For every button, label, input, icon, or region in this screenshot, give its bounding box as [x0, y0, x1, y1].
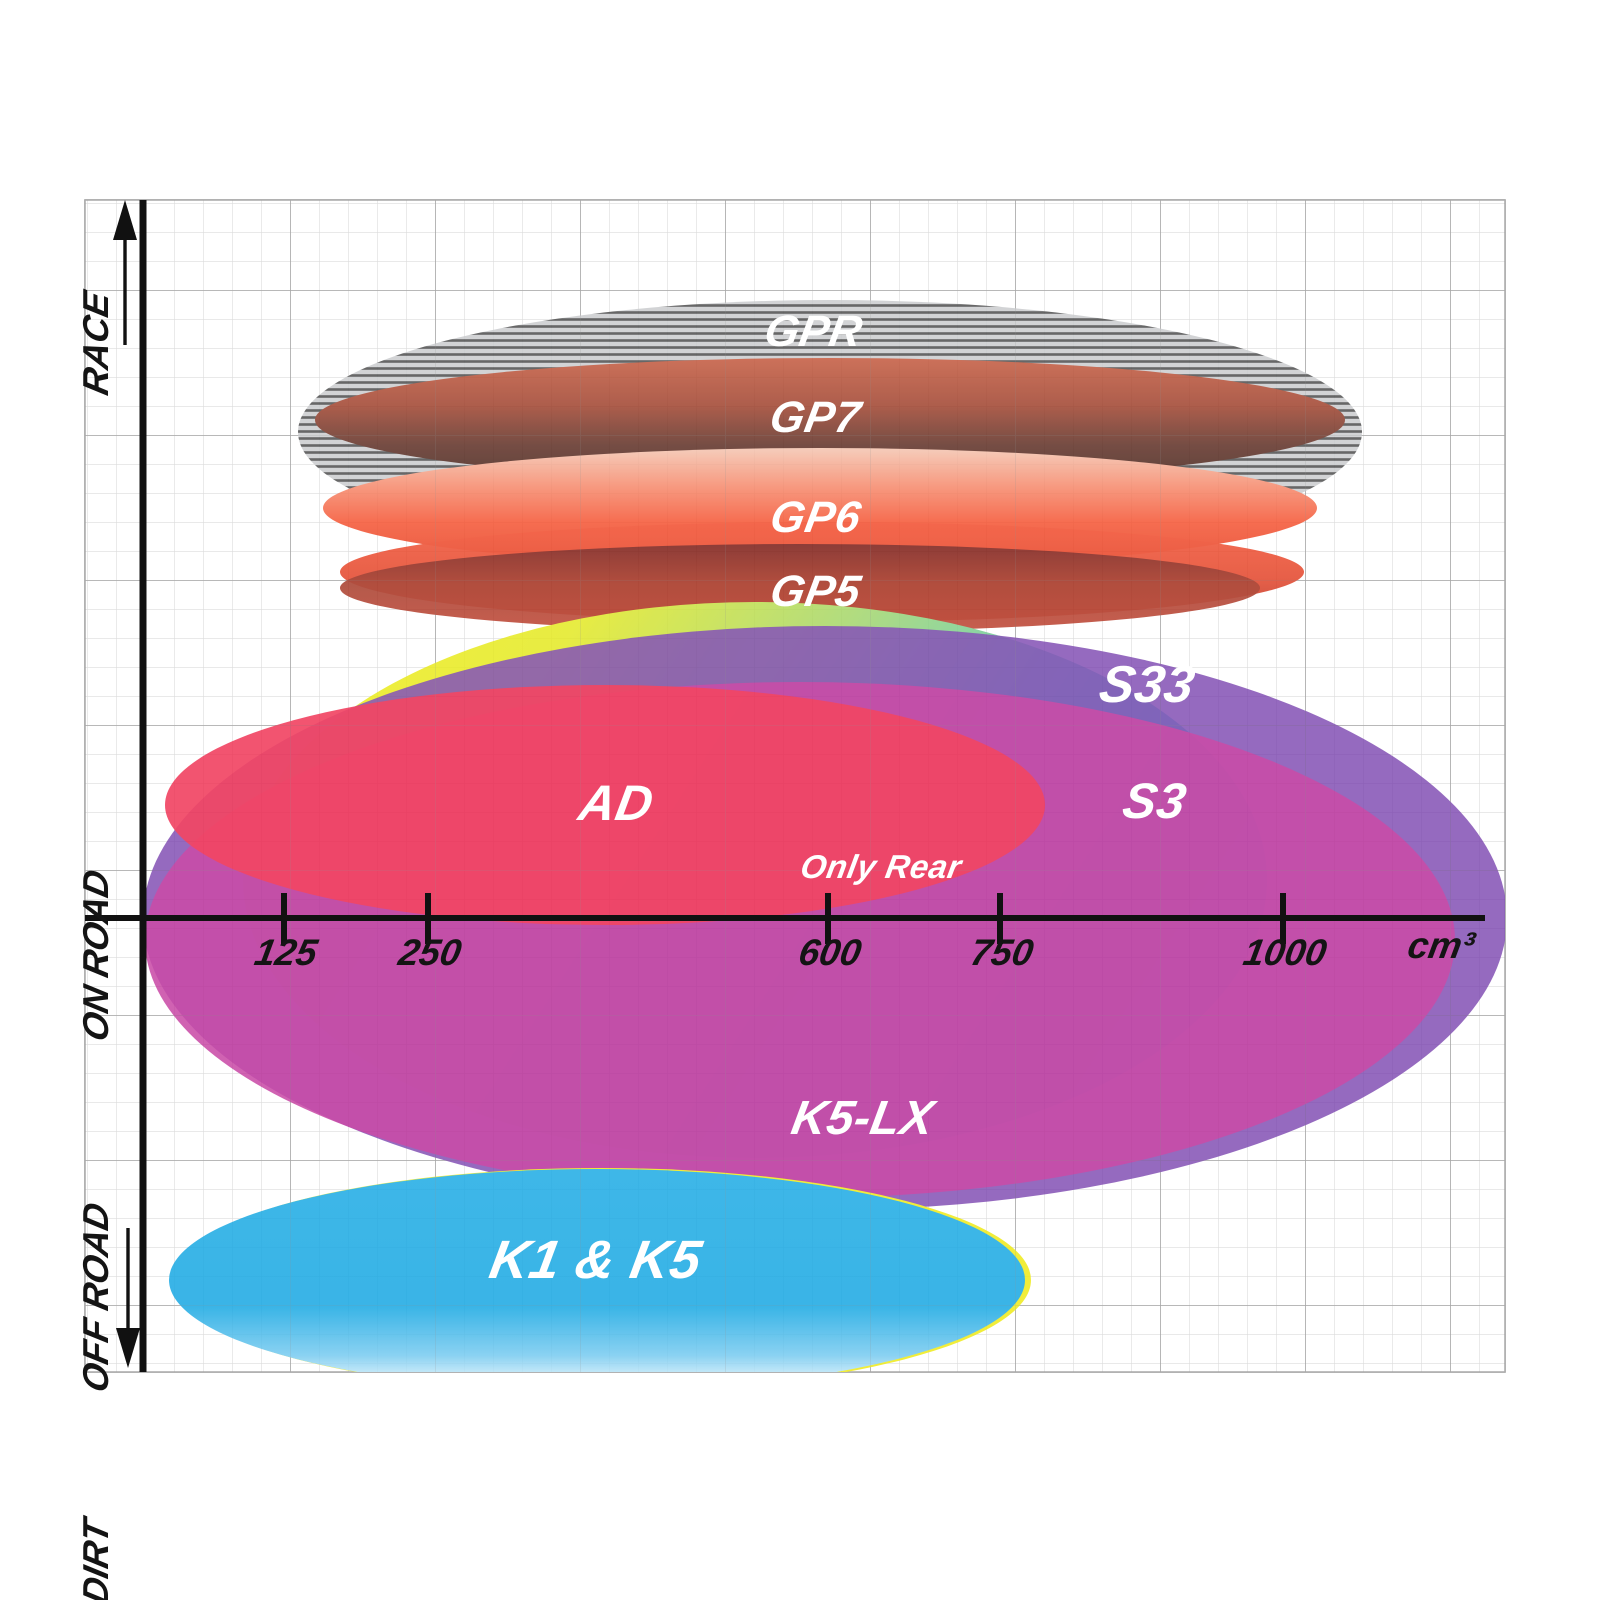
series-label-gp7: GP7 [766, 393, 866, 442]
x-axis-ticks [281, 893, 1286, 944]
x-axis-unit-label: cm³ [1405, 924, 1480, 966]
series-labels: GPR GP7 GP6 GP5 S33 S3 AD K5-LX K1 & K5 [485, 307, 1199, 1290]
y-label-dirt: DIRT [75, 1513, 116, 1600]
y-label-race: RACE [75, 286, 116, 398]
race-up-arrow [113, 200, 137, 345]
series-label-s3: S3 [1119, 772, 1191, 829]
series-label-ad: AD [573, 774, 658, 831]
series-label-k1k5: K1 & K5 [485, 1229, 706, 1290]
y-label-onroad: ON ROAD [75, 866, 116, 1045]
x-tick-label-750: 750 [968, 931, 1037, 973]
y-axis-labels: RACE ON ROAD OFF ROAD DIRT [75, 286, 116, 1600]
series-label-k5lx: K5-LX [788, 1091, 941, 1145]
series-label-gp6: GP6 [767, 493, 865, 542]
x-tick-label-250: 250 [395, 931, 465, 973]
y-label-offroad: OFF ROAD [75, 1199, 116, 1396]
annotation-only-rear: Only Rear [798, 849, 966, 886]
x-tick-label-600: 600 [796, 931, 865, 973]
dirt-down-arrow [116, 1228, 140, 1368]
x-tick-label-125: 125 [252, 931, 322, 973]
series-label-gp5: GP5 [767, 567, 866, 616]
axes-layer [85, 200, 1485, 1372]
x-axis-tick-labels: 125 250 600 750 1000 [252, 931, 1331, 973]
series-layer [85, 200, 1505, 1372]
series-label-gpr: GPR [761, 307, 866, 356]
x-tick-label-1000: 1000 [1240, 931, 1330, 973]
series-label-s33: S33 [1095, 656, 1199, 714]
